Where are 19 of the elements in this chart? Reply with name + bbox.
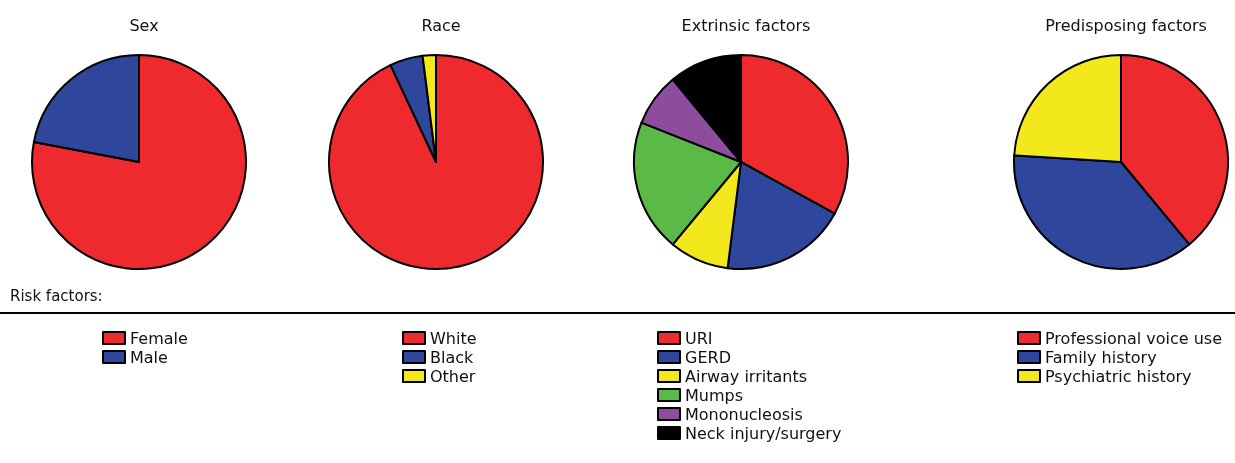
legend-label: Neck injury/surgery xyxy=(685,423,842,443)
legend-label: Black xyxy=(430,347,475,367)
chart-title: Sex xyxy=(129,15,159,35)
chart-title: Predisposing factors xyxy=(1045,15,1207,35)
legend-label: GERD xyxy=(685,347,731,367)
chart-title: Extrinsic factors xyxy=(681,15,811,35)
legend-label: Professional voice use xyxy=(1045,328,1222,348)
legend-label: URI xyxy=(685,328,713,348)
legend-label: Male xyxy=(130,347,168,367)
legend-label: Airway irritants xyxy=(685,366,808,386)
chart-title: Race xyxy=(421,15,461,35)
text: Risk factors: xyxy=(10,286,103,305)
legend-label: Family history xyxy=(1045,347,1157,367)
legend-label: Female xyxy=(130,328,188,348)
legend-label: Mumps xyxy=(685,385,744,405)
legend-label: Other xyxy=(430,366,476,386)
legend-label: White xyxy=(430,328,477,348)
legend-label: Psychiatric history xyxy=(1045,366,1192,386)
legend-label: Mononucleosis xyxy=(685,404,803,424)
